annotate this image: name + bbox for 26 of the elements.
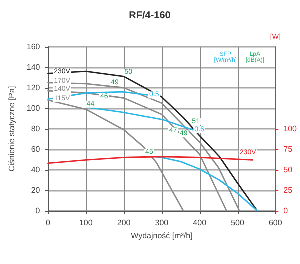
line-series <box>48 156 254 164</box>
x-tick-label: 600 <box>268 218 283 228</box>
x-tick-label: 0 <box>46 218 52 228</box>
x-tick-label: 400 <box>193 218 208 228</box>
y2-tick-label: 25 <box>284 186 294 195</box>
chart-title: RF/4-160 <box>129 10 172 22</box>
y-tick-label: 20 <box>31 186 41 195</box>
line-series <box>48 70 258 212</box>
y-axis-title: Ciśnienie statyczne [Pa] <box>8 86 16 172</box>
y-tick-label: 40 <box>31 166 41 174</box>
y2-tick-label: 75 <box>284 145 294 154</box>
y2-tick-label: 0 <box>284 206 289 216</box>
x-tick-label: 500 <box>231 218 245 228</box>
y-tick-label: 0 <box>36 206 41 216</box>
y2-tick-label: 100 <box>284 124 298 134</box>
x-tick-label: 300 <box>155 218 170 228</box>
y2-tick-label: 50 <box>284 166 294 174</box>
y-tick-label: 100 <box>26 104 41 113</box>
y-tick-label: 80 <box>31 124 41 134</box>
y-tick-label: 160 <box>26 42 41 52</box>
y-tick-label: 120 <box>26 84 41 92</box>
x-axis-title: Wydajność [m³/h] <box>131 231 193 240</box>
x-tick-label: 200 <box>117 218 132 228</box>
x-tick-label: 100 <box>79 218 94 228</box>
y-tick-label: 140 <box>26 63 41 72</box>
y-tick-label: 60 <box>31 145 41 154</box>
